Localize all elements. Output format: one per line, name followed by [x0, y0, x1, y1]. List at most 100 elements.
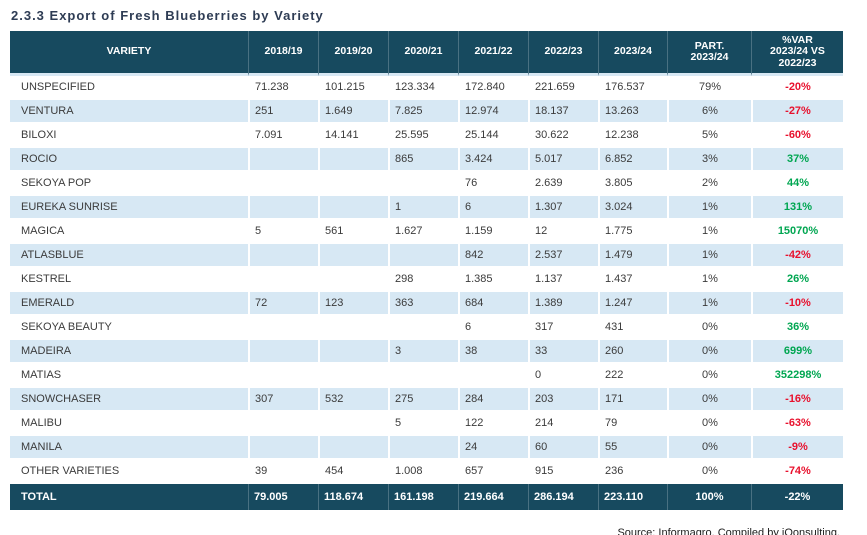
var-cell: 36% [751, 315, 843, 340]
value-cell-2019-20 [318, 171, 388, 196]
table-row: VENTURA 251 1.649 7.825 12.974 18.137 13… [10, 99, 843, 124]
value-cell-2018-19 [248, 195, 318, 220]
var-cell: 131% [751, 195, 843, 220]
value-cell-2021-22: 1.159 [458, 219, 528, 244]
part-cell: 6% [667, 99, 751, 124]
var-cell: 44% [751, 171, 843, 196]
value-cell-2019-20 [318, 435, 388, 460]
value-cell-2020-21: 865 [388, 147, 458, 172]
value-cell-2018-19 [248, 171, 318, 196]
value-cell-2021-22: 657 [458, 459, 528, 484]
value-cell-2023-24: 6.852 [598, 147, 667, 172]
table-row: EUREKA SUNRISE 1 6 1.307 3.024 1% 131% [10, 195, 843, 220]
part-cell: 0% [667, 339, 751, 364]
value-cell-2022-23: 221.659 [528, 75, 598, 100]
value-cell-2021-22: 1.385 [458, 267, 528, 292]
value-cell-2021-22: 219.664 [458, 483, 528, 510]
var-cell: -42% [751, 243, 843, 268]
col-header-2020-21: 2020/21 [388, 31, 458, 76]
value-cell-2022-23: 317 [528, 315, 598, 340]
value-cell-2023-24: 3.805 [598, 171, 667, 196]
value-cell-2019-20 [318, 363, 388, 388]
value-cell-2019-20 [318, 267, 388, 292]
col-header-var: %VAR 2023/24 VS 2022/23 [751, 31, 843, 76]
export-table: VARIETY 2018/19 2019/20 2020/21 2021/22 … [10, 31, 843, 510]
var-cell: -20% [751, 75, 843, 100]
variety-cell: MALIBU [10, 412, 248, 436]
value-cell-2018-19 [248, 363, 318, 388]
value-cell-2022-23: 214 [528, 411, 598, 436]
variety-cell: MATIAS [10, 364, 248, 388]
value-cell-2021-22: 76 [458, 171, 528, 196]
value-cell-2020-21: 275 [388, 387, 458, 412]
value-cell-2021-22: 3.424 [458, 147, 528, 172]
var-cell: 699% [751, 339, 843, 364]
value-cell-2021-22 [458, 363, 528, 388]
value-cell-2019-20 [318, 411, 388, 436]
value-cell-2022-23: 2.639 [528, 171, 598, 196]
value-cell-2021-22: 12.974 [458, 99, 528, 124]
value-cell-2022-23: 915 [528, 459, 598, 484]
value-cell-2021-22: 6 [458, 315, 528, 340]
value-cell-2020-21: 363 [388, 291, 458, 316]
value-cell-2020-21: 1 [388, 195, 458, 220]
table-total-row: TOTAL 79.005 118.674 161.198 219.664 286… [10, 483, 843, 510]
table-row: KESTREL 298 1.385 1.137 1.437 1% 26% [10, 267, 843, 292]
value-cell-2019-20: 118.674 [318, 483, 388, 510]
value-cell-2019-20: 123 [318, 291, 388, 316]
table-row: MANILA 24 60 55 0% -9% [10, 435, 843, 460]
value-cell-2023-24: 1.479 [598, 243, 667, 268]
variety-cell: BILOXI [10, 124, 248, 148]
value-cell-2023-24: 1.437 [598, 267, 667, 292]
variety-cell: KESTREL [10, 268, 248, 292]
var-cell: -16% [751, 387, 843, 412]
value-cell-2022-23: 1.137 [528, 267, 598, 292]
value-cell-2018-19: 79.005 [248, 483, 318, 510]
value-cell-2020-21 [388, 435, 458, 460]
var-cell: 26% [751, 267, 843, 292]
table-header-row: VARIETY 2018/19 2019/20 2020/21 2021/22 … [10, 31, 843, 76]
var-cell: -10% [751, 291, 843, 316]
table-row: EMERALD 72 123 363 684 1.389 1.247 1% -1… [10, 291, 843, 316]
variety-cell: UNSPECIFIED [10, 76, 248, 100]
value-cell-2019-20 [318, 315, 388, 340]
value-cell-2023-24: 1.775 [598, 219, 667, 244]
var-cell: -22% [751, 483, 843, 510]
value-cell-2021-22: 172.840 [458, 75, 528, 100]
variety-cell: TOTAL [10, 483, 248, 510]
part-cell: 79% [667, 75, 751, 100]
value-cell-2021-22: 25.144 [458, 123, 528, 148]
variety-cell: SNOWCHASER [10, 387, 248, 412]
value-cell-2022-23: 0 [528, 363, 598, 388]
value-cell-2023-24: 171 [598, 387, 667, 412]
variety-cell: ROCIO [10, 147, 248, 172]
value-cell-2018-19: 251 [248, 99, 318, 124]
value-cell-2023-24: 222 [598, 363, 667, 388]
table-row: ROCIO 865 3.424 5.017 6.852 3% 37% [10, 147, 843, 172]
var-cell: 15070% [751, 219, 843, 244]
value-cell-2018-19 [248, 147, 318, 172]
value-cell-2018-19: 307 [248, 387, 318, 412]
part-cell: 1% [667, 267, 751, 292]
part-cell: 0% [667, 315, 751, 340]
value-cell-2018-19: 71.238 [248, 75, 318, 100]
value-cell-2020-21: 298 [388, 267, 458, 292]
table-row: BILOXI 7.091 14.141 25.595 25.144 30.622… [10, 123, 843, 148]
value-cell-2020-21: 7.825 [388, 99, 458, 124]
value-cell-2022-23: 30.622 [528, 123, 598, 148]
value-cell-2023-24: 236 [598, 459, 667, 484]
var-cell: 37% [751, 147, 843, 172]
value-cell-2020-21: 161.198 [388, 483, 458, 510]
variety-cell: OTHER VARIETIES [10, 460, 248, 484]
value-cell-2022-23: 18.137 [528, 99, 598, 124]
var-cell: -9% [751, 435, 843, 460]
value-cell-2019-20: 1.649 [318, 99, 388, 124]
value-cell-2018-19: 39 [248, 459, 318, 484]
part-cell: 0% [667, 411, 751, 436]
part-cell: 0% [667, 459, 751, 484]
col-header-2021-22: 2021/22 [458, 31, 528, 76]
value-cell-2021-22: 38 [458, 339, 528, 364]
value-cell-2023-24: 1.247 [598, 291, 667, 316]
variety-cell: MADEIRA [10, 339, 248, 364]
value-cell-2023-24: 176.537 [598, 75, 667, 100]
